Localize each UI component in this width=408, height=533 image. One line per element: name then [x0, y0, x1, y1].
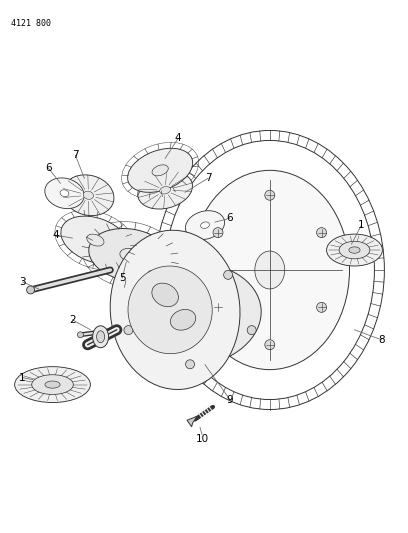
Polygon shape: [187, 416, 197, 427]
Circle shape: [213, 228, 223, 238]
Text: 2: 2: [69, 315, 76, 325]
Circle shape: [265, 340, 275, 350]
Ellipse shape: [128, 148, 193, 192]
Ellipse shape: [32, 375, 73, 394]
Text: 5: 5: [119, 273, 126, 283]
Ellipse shape: [83, 191, 93, 199]
Ellipse shape: [97, 331, 104, 343]
Text: 1: 1: [19, 373, 26, 383]
Circle shape: [224, 270, 233, 279]
Ellipse shape: [326, 234, 382, 266]
Ellipse shape: [61, 216, 130, 264]
Text: 9: 9: [226, 394, 233, 405]
Text: 6: 6: [45, 163, 52, 173]
Circle shape: [147, 270, 156, 279]
Text: 7: 7: [205, 173, 211, 183]
Circle shape: [186, 360, 195, 369]
Ellipse shape: [201, 222, 209, 228]
Ellipse shape: [120, 248, 141, 262]
Text: 4: 4: [175, 133, 182, 143]
Ellipse shape: [128, 266, 212, 354]
Ellipse shape: [60, 190, 69, 197]
Circle shape: [78, 332, 83, 338]
Ellipse shape: [349, 247, 360, 253]
Ellipse shape: [45, 381, 60, 388]
Ellipse shape: [190, 171, 350, 370]
Circle shape: [265, 190, 275, 200]
Ellipse shape: [93, 326, 109, 348]
Ellipse shape: [160, 187, 171, 194]
Ellipse shape: [45, 178, 84, 208]
Ellipse shape: [152, 283, 178, 306]
Text: 4: 4: [52, 230, 59, 240]
Ellipse shape: [63, 175, 114, 216]
Ellipse shape: [119, 263, 261, 367]
Text: 4121 800: 4121 800: [11, 19, 51, 28]
Text: 3: 3: [19, 277, 26, 287]
Ellipse shape: [89, 229, 172, 281]
Circle shape: [27, 286, 35, 294]
Ellipse shape: [152, 165, 168, 176]
Ellipse shape: [255, 251, 285, 289]
Ellipse shape: [185, 211, 224, 239]
Text: 7: 7: [72, 150, 79, 160]
Circle shape: [247, 326, 256, 335]
Ellipse shape: [171, 310, 196, 330]
Text: 8: 8: [378, 335, 385, 345]
Circle shape: [317, 302, 326, 312]
Circle shape: [213, 302, 223, 312]
Text: 6: 6: [226, 213, 233, 223]
Ellipse shape: [15, 367, 91, 402]
Circle shape: [317, 228, 326, 238]
Text: 10: 10: [195, 434, 208, 445]
Ellipse shape: [87, 234, 104, 246]
Ellipse shape: [138, 172, 193, 209]
Ellipse shape: [339, 241, 370, 259]
Circle shape: [124, 326, 133, 335]
Ellipse shape: [110, 230, 240, 390]
Text: 1: 1: [358, 220, 365, 230]
